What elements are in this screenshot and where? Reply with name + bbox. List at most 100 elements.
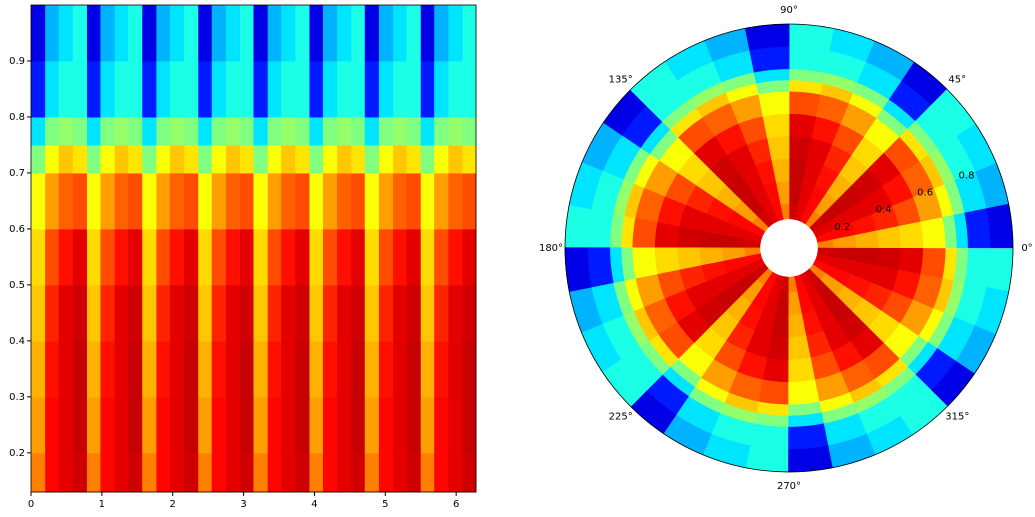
heatmap-cell (281, 144, 296, 174)
heatmap-cell (156, 116, 171, 146)
heatmap-cell (364, 452, 380, 493)
heatmap-cell (72, 144, 88, 174)
heatmap-cell (406, 172, 422, 230)
heatmap-cell (364, 284, 380, 342)
heatmap-cell (351, 116, 366, 146)
heatmap-cell (45, 452, 60, 493)
heatmap-cell (295, 452, 310, 493)
heatmap-cell (86, 452, 101, 493)
y-tick-label: 0.8 (9, 112, 25, 123)
heatmap-cell (253, 60, 269, 118)
heatmap-cell (322, 284, 338, 342)
heatmap-cell (184, 116, 199, 146)
heatmap-cell (169, 5, 185, 62)
heatmap-cell (211, 172, 227, 230)
heatmap-cell (31, 60, 46, 118)
heatmap-cell (309, 452, 324, 493)
heatmap-cell (198, 452, 213, 493)
heatmap-cell (86, 340, 101, 398)
heatmap-cell (31, 340, 46, 398)
heatmap-cell (337, 340, 352, 398)
heatmap-cell (267, 340, 282, 398)
heatmap-cell (114, 228, 129, 286)
heatmap-cell (434, 5, 449, 62)
theta-tick-label: 0° (1021, 243, 1032, 254)
heatmap-cell (406, 284, 422, 342)
heatmap-cell (142, 116, 157, 146)
heatmap-cell (72, 284, 88, 342)
y-tick-label: 0.2 (9, 448, 25, 459)
heatmap-cell (156, 396, 171, 454)
heatmap-cell (45, 340, 60, 398)
heatmap-cell (142, 228, 157, 286)
polar-cell (986, 248, 1014, 292)
heatmap-cell (434, 452, 449, 493)
polar-cell (788, 357, 816, 383)
heatmap-cell (420, 228, 435, 286)
polar-cell (564, 204, 592, 248)
heatmap-cell (462, 144, 477, 174)
heatmap-cell (462, 452, 477, 493)
heatmap-cell (100, 144, 116, 174)
heatmap-cell (351, 284, 366, 342)
heatmap-cell (211, 452, 227, 493)
heatmap-cell (225, 172, 241, 230)
heatmap-cell (309, 340, 324, 398)
heatmap-cell (114, 60, 129, 118)
heatmap-cell (351, 228, 366, 286)
heatmap-cell (184, 172, 199, 230)
heatmap-cell (434, 144, 449, 174)
heatmap-cell (295, 340, 310, 398)
heatmap-cell (393, 396, 408, 454)
x-tick-label: 4 (311, 499, 317, 510)
polar-cell (762, 357, 790, 383)
heatmap-cell (253, 172, 269, 230)
polar-frame (564, 23, 1014, 473)
heatmap-cell (393, 116, 408, 146)
theta-tick-label: 225° (609, 411, 633, 422)
heatmap-cell (31, 228, 46, 286)
heatmap-cell (58, 396, 74, 454)
heatmap-cell (364, 172, 380, 230)
polar-cell (744, 23, 790, 51)
heatmap-cell (198, 172, 213, 230)
heatmap-cell (393, 452, 408, 493)
heatmap-cell (184, 284, 199, 342)
heatmap-cell (45, 5, 60, 62)
heatmap-cell (378, 340, 394, 398)
heatmap-cell (128, 116, 143, 146)
heatmap-cell (364, 5, 380, 62)
heatmap-cell (128, 452, 143, 493)
heatmap-cell (225, 5, 241, 62)
heatmap-cell (448, 172, 464, 230)
heatmap-cell (378, 228, 394, 286)
polar-cell (788, 379, 821, 406)
heatmap-cell (462, 340, 477, 398)
x-tick-label: 1 (99, 499, 105, 510)
heatmap-cell (240, 144, 254, 174)
heatmap-cell (225, 396, 241, 454)
heatmap-cell (378, 5, 394, 62)
heatmap-cell (31, 5, 46, 62)
heatmap-cell (128, 5, 143, 62)
polar-cell (748, 46, 790, 73)
heatmap-cell (86, 116, 101, 146)
r-tick-label: 0.4 (876, 205, 892, 216)
heatmap-cell (406, 60, 422, 118)
heatmap-cell (31, 284, 46, 342)
heatmap-cell (267, 284, 282, 342)
r-tick-label: 0.6 (917, 188, 933, 199)
heatmap-cell (240, 452, 254, 493)
heatmap-cell (295, 172, 310, 230)
heatmap-cell (267, 5, 282, 62)
heatmap-cell (337, 60, 352, 118)
heatmap-cell (448, 452, 464, 493)
heatmap-cell (142, 340, 157, 398)
heatmap-cell (240, 396, 254, 454)
heatmap-cell (58, 452, 74, 493)
heatmap-cell (393, 5, 408, 62)
polar-cell (587, 247, 614, 289)
y-tick-label: 0.7 (9, 168, 25, 179)
heatmap-cell (420, 284, 435, 342)
heatmap-cell (420, 144, 435, 174)
